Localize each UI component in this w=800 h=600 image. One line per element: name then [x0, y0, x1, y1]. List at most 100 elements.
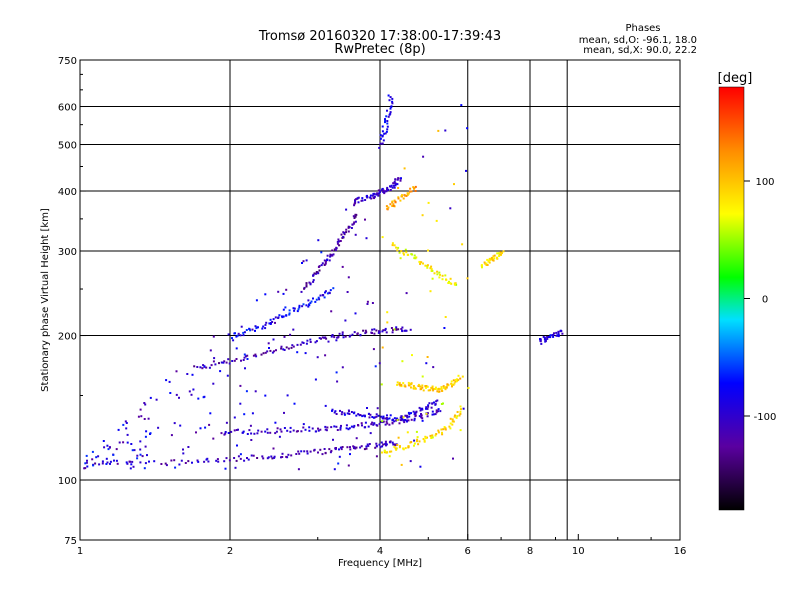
data-point-1058 — [409, 460, 412, 463]
data-point-1164 — [302, 260, 305, 263]
data-point-768 — [458, 414, 461, 417]
data-point-3 — [98, 463, 101, 466]
data-point-190 — [357, 424, 359, 426]
data-point-101 — [368, 443, 371, 445]
data-point-1051 — [233, 416, 236, 419]
data-point-616 — [339, 409, 341, 412]
chart-title: Tromsø 20160320 17:38:00-17:39:43 — [258, 29, 501, 44]
data-point-715 — [398, 446, 401, 449]
data-point-299 — [309, 341, 312, 343]
data-point-251 — [193, 365, 196, 368]
data-point-1168 — [278, 435, 281, 438]
data-point-1266 — [443, 327, 446, 329]
data-point-219 — [403, 421, 406, 424]
data-point-1153 — [316, 356, 319, 359]
data-point-1149 — [341, 265, 344, 268]
data-point-676 — [412, 410, 415, 413]
data-point-285 — [280, 345, 283, 348]
data-point-195 — [367, 425, 370, 428]
data-point-900 — [438, 271, 441, 274]
data-point-374 — [255, 326, 258, 329]
data-point-523 — [369, 196, 372, 199]
data-point-84 — [339, 446, 342, 449]
data-point-22 — [184, 462, 187, 464]
data-point-688 — [426, 407, 429, 410]
data-point-244 — [431, 410, 434, 413]
data-point-121 — [392, 443, 395, 446]
data-point-198 — [370, 423, 373, 426]
data-point-1023 — [561, 332, 564, 335]
data-point-1067 — [235, 347, 238, 350]
chart-subtitle: RwPretec (8p) — [334, 42, 425, 57]
data-point-180 — [339, 428, 342, 431]
data-point-450 — [318, 269, 321, 272]
data-point-1082 — [109, 460, 112, 463]
data-point-1167 — [219, 370, 222, 373]
data-point-87 — [349, 448, 352, 451]
data-point-86 — [346, 446, 349, 449]
data-point-756 — [451, 423, 454, 426]
data-point-1085 — [378, 362, 381, 365]
data-point-475 — [336, 240, 339, 243]
data-point-738 — [429, 434, 432, 437]
data-point-115 — [385, 444, 387, 447]
data-point-54 — [281, 452, 284, 455]
data-point-629 — [357, 413, 360, 416]
data-point-945 — [408, 190, 411, 193]
colorbar-label: [deg] — [718, 71, 753, 86]
data-point-105 — [375, 442, 378, 445]
data-point-588 — [381, 125, 384, 128]
data-point-530 — [376, 192, 379, 195]
data-point-942 — [404, 194, 406, 197]
data-point-445 — [312, 274, 315, 277]
data-point-1013 — [555, 331, 558, 334]
data-point-325 — [359, 334, 362, 337]
data-point-1200 — [169, 392, 172, 394]
data-point-157 — [292, 429, 295, 432]
data-point-848 — [452, 383, 455, 386]
data-point-1247 — [112, 453, 115, 456]
data-point-111 — [381, 445, 384, 448]
data-point-634 — [362, 414, 365, 417]
data-point-85 — [341, 446, 344, 448]
data-point-269 — [242, 359, 245, 361]
data-point-649 — [382, 417, 385, 420]
y-axis-ticks: 75 100 200 300 400 500 600 750 — [58, 56, 86, 547]
data-point-217 — [398, 422, 401, 425]
data-point-307 — [330, 335, 333, 338]
data-point-960 — [486, 264, 489, 266]
data-point-213 — [391, 422, 394, 425]
data-point-248 — [435, 411, 438, 414]
data-point-485 — [343, 231, 346, 234]
data-point-1165 — [437, 129, 440, 132]
data-point-295 — [302, 342, 305, 344]
data-point-110 — [382, 443, 385, 446]
data-point-270 — [243, 356, 246, 359]
data-point-468 — [331, 249, 334, 252]
data-point-1040 — [425, 412, 428, 415]
data-point-43 — [250, 454, 253, 457]
data-point-1100 — [251, 412, 254, 415]
data-point-668 — [401, 418, 404, 421]
data-point-76 — [328, 448, 331, 451]
data-point-336 — [375, 329, 378, 332]
data-point-943 — [406, 194, 409, 196]
data-point-363 — [235, 335, 238, 338]
data-point-263 — [225, 361, 228, 364]
data-point-10 — [131, 460, 134, 463]
data-point-365 — [242, 334, 245, 337]
data-point-1061 — [264, 394, 267, 397]
data-point-33 — [223, 460, 226, 463]
data-point-223 — [406, 416, 409, 419]
data-point-1178 — [296, 351, 299, 354]
data-point-1094 — [97, 455, 100, 458]
data-point-352 — [400, 328, 403, 330]
data-point-249 — [437, 408, 440, 411]
data-point-274 — [255, 355, 258, 358]
data-point-1279 — [285, 288, 288, 291]
data-point-624 — [348, 410, 350, 413]
data-point-1107 — [136, 457, 139, 460]
data-point-1240 — [137, 415, 140, 418]
data-point-39 — [239, 457, 242, 460]
data-point-760 — [449, 417, 452, 420]
